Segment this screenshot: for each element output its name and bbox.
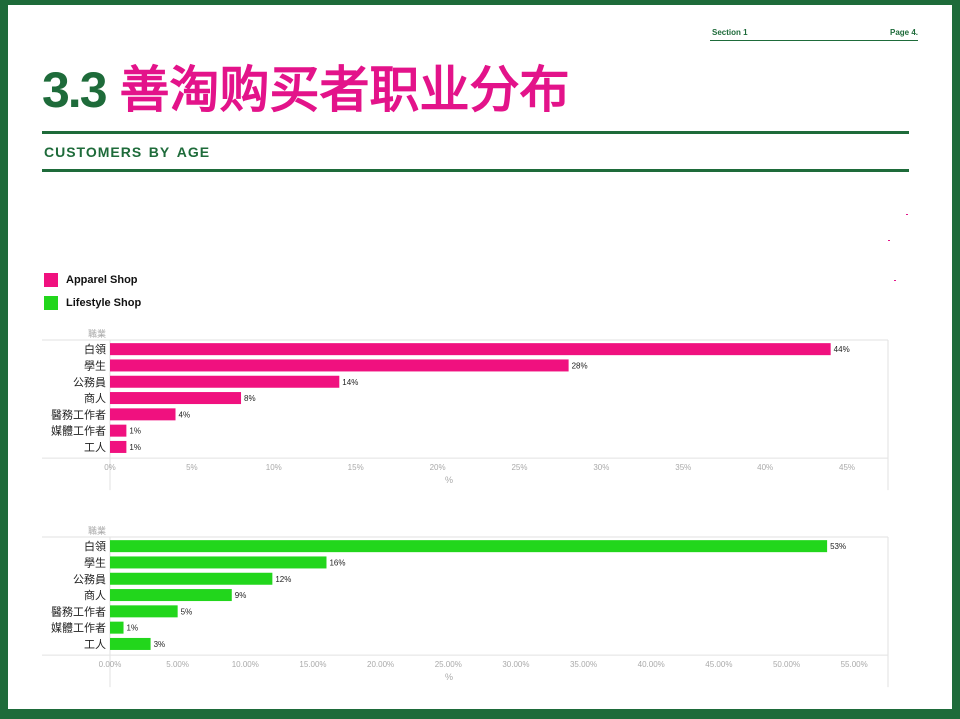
bar-value-label: 44% <box>834 345 850 354</box>
category-label: 學生 <box>84 358 106 372</box>
category-label: 公務員 <box>73 375 106 389</box>
bar-value-label: 53% <box>830 542 846 551</box>
page-number: Page 4. <box>890 28 919 37</box>
legend-item-apparel: Apparel Shop <box>44 273 138 287</box>
category-label: 工人 <box>84 441 106 454</box>
bar-lifestyle <box>110 540 828 553</box>
decor-dash <box>888 240 890 241</box>
x-tick-label: 40% <box>757 463 773 472</box>
x-tick-label: 5.00% <box>166 660 189 669</box>
legend-swatch <box>44 296 58 310</box>
bar-value-label: 4% <box>179 410 191 419</box>
x-axis-title: % <box>445 672 453 682</box>
bar-lifestyle <box>110 556 327 569</box>
x-tick-label: 30% <box>593 463 609 472</box>
legend-label: Lifestyle Shop <box>66 297 142 309</box>
bar-value-label: 5% <box>181 607 193 616</box>
category-label: 醫務工作者 <box>51 407 106 421</box>
bar-apparel <box>110 343 831 356</box>
bar-value-label: 3% <box>154 640 166 649</box>
title-text: 善淘购买者职业分布 <box>119 62 570 118</box>
x-tick-label: 20.00% <box>367 660 394 669</box>
header-rule <box>710 40 918 41</box>
bar-apparel <box>110 440 127 453</box>
bar-value-label: 8% <box>244 394 256 403</box>
bar-apparel <box>110 424 127 437</box>
category-label: 白領 <box>84 539 106 553</box>
category-label: 商人 <box>84 588 106 602</box>
legend-label: Apparel Shop <box>66 274 138 286</box>
x-tick-label: 25% <box>511 463 527 472</box>
subtitle: CUSTOMERS BY AGE <box>44 140 211 162</box>
bar-lifestyle <box>110 621 124 634</box>
page-title: 3.3 善淘购买者职业分布 <box>42 58 570 122</box>
category-label: 學生 <box>84 555 106 569</box>
x-tick-label: 50.00% <box>773 660 800 669</box>
legend-item-lifestyle: Lifestyle Shop <box>44 296 141 310</box>
title-rule-top <box>42 131 909 134</box>
bar-value-label: 12% <box>275 575 291 584</box>
category-label: 工人 <box>84 638 106 651</box>
x-tick-label: 45.00% <box>705 660 732 669</box>
title-rule-bottom <box>42 169 909 172</box>
x-tick-label: 35% <box>675 463 691 472</box>
y-axis-title: 職業 <box>88 328 106 339</box>
bar-lifestyle <box>110 589 232 602</box>
bar-value-label: 28% <box>572 361 588 370</box>
x-tick-label: 0% <box>104 463 116 472</box>
category-label: 媒體工作者 <box>51 425 106 438</box>
decor-dash <box>894 280 896 281</box>
x-tick-label: 10.00% <box>232 660 259 669</box>
bar-lifestyle <box>110 572 273 585</box>
category-label: 白領 <box>84 342 106 356</box>
bar-value-label: 9% <box>235 591 247 600</box>
x-tick-label: 0.00% <box>99 660 122 669</box>
y-axis-title: 職業 <box>88 525 106 536</box>
bar-value-label: 1% <box>129 427 141 436</box>
category-label: 媒體工作者 <box>51 622 106 635</box>
section-label: Section 1 <box>712 28 748 37</box>
x-tick-label: 45% <box>839 463 855 472</box>
title-number: 3.3 <box>42 62 108 118</box>
bar-apparel <box>110 359 569 372</box>
x-tick-label: 15.00% <box>299 660 326 669</box>
bar-lifestyle <box>110 605 178 618</box>
category-label: 醫務工作者 <box>51 604 106 618</box>
x-axis-title: % <box>445 475 453 485</box>
bar-apparel <box>110 408 176 421</box>
x-tick-label: 10% <box>266 463 282 472</box>
bar-value-label: 1% <box>129 443 141 452</box>
x-tick-label: 40.00% <box>638 660 665 669</box>
legend-swatch <box>44 273 58 287</box>
x-tick-label: 25.00% <box>435 660 462 669</box>
bar-lifestyle <box>110 637 151 650</box>
bar-value-label: 14% <box>342 378 358 387</box>
x-tick-label: 20% <box>430 463 446 472</box>
x-tick-label: 15% <box>348 463 364 472</box>
x-tick-label: 55.00% <box>841 660 868 669</box>
x-tick-label: 30.00% <box>502 660 529 669</box>
bar-value-label: 1% <box>127 624 139 633</box>
category-label: 商人 <box>84 391 106 405</box>
bar-apparel <box>110 375 340 388</box>
x-tick-label: 5% <box>186 463 198 472</box>
bar-apparel <box>110 392 242 405</box>
x-tick-label: 35.00% <box>570 660 597 669</box>
decor-dash <box>906 214 908 215</box>
bar-value-label: 16% <box>329 558 345 567</box>
category-label: 公務員 <box>73 572 106 586</box>
